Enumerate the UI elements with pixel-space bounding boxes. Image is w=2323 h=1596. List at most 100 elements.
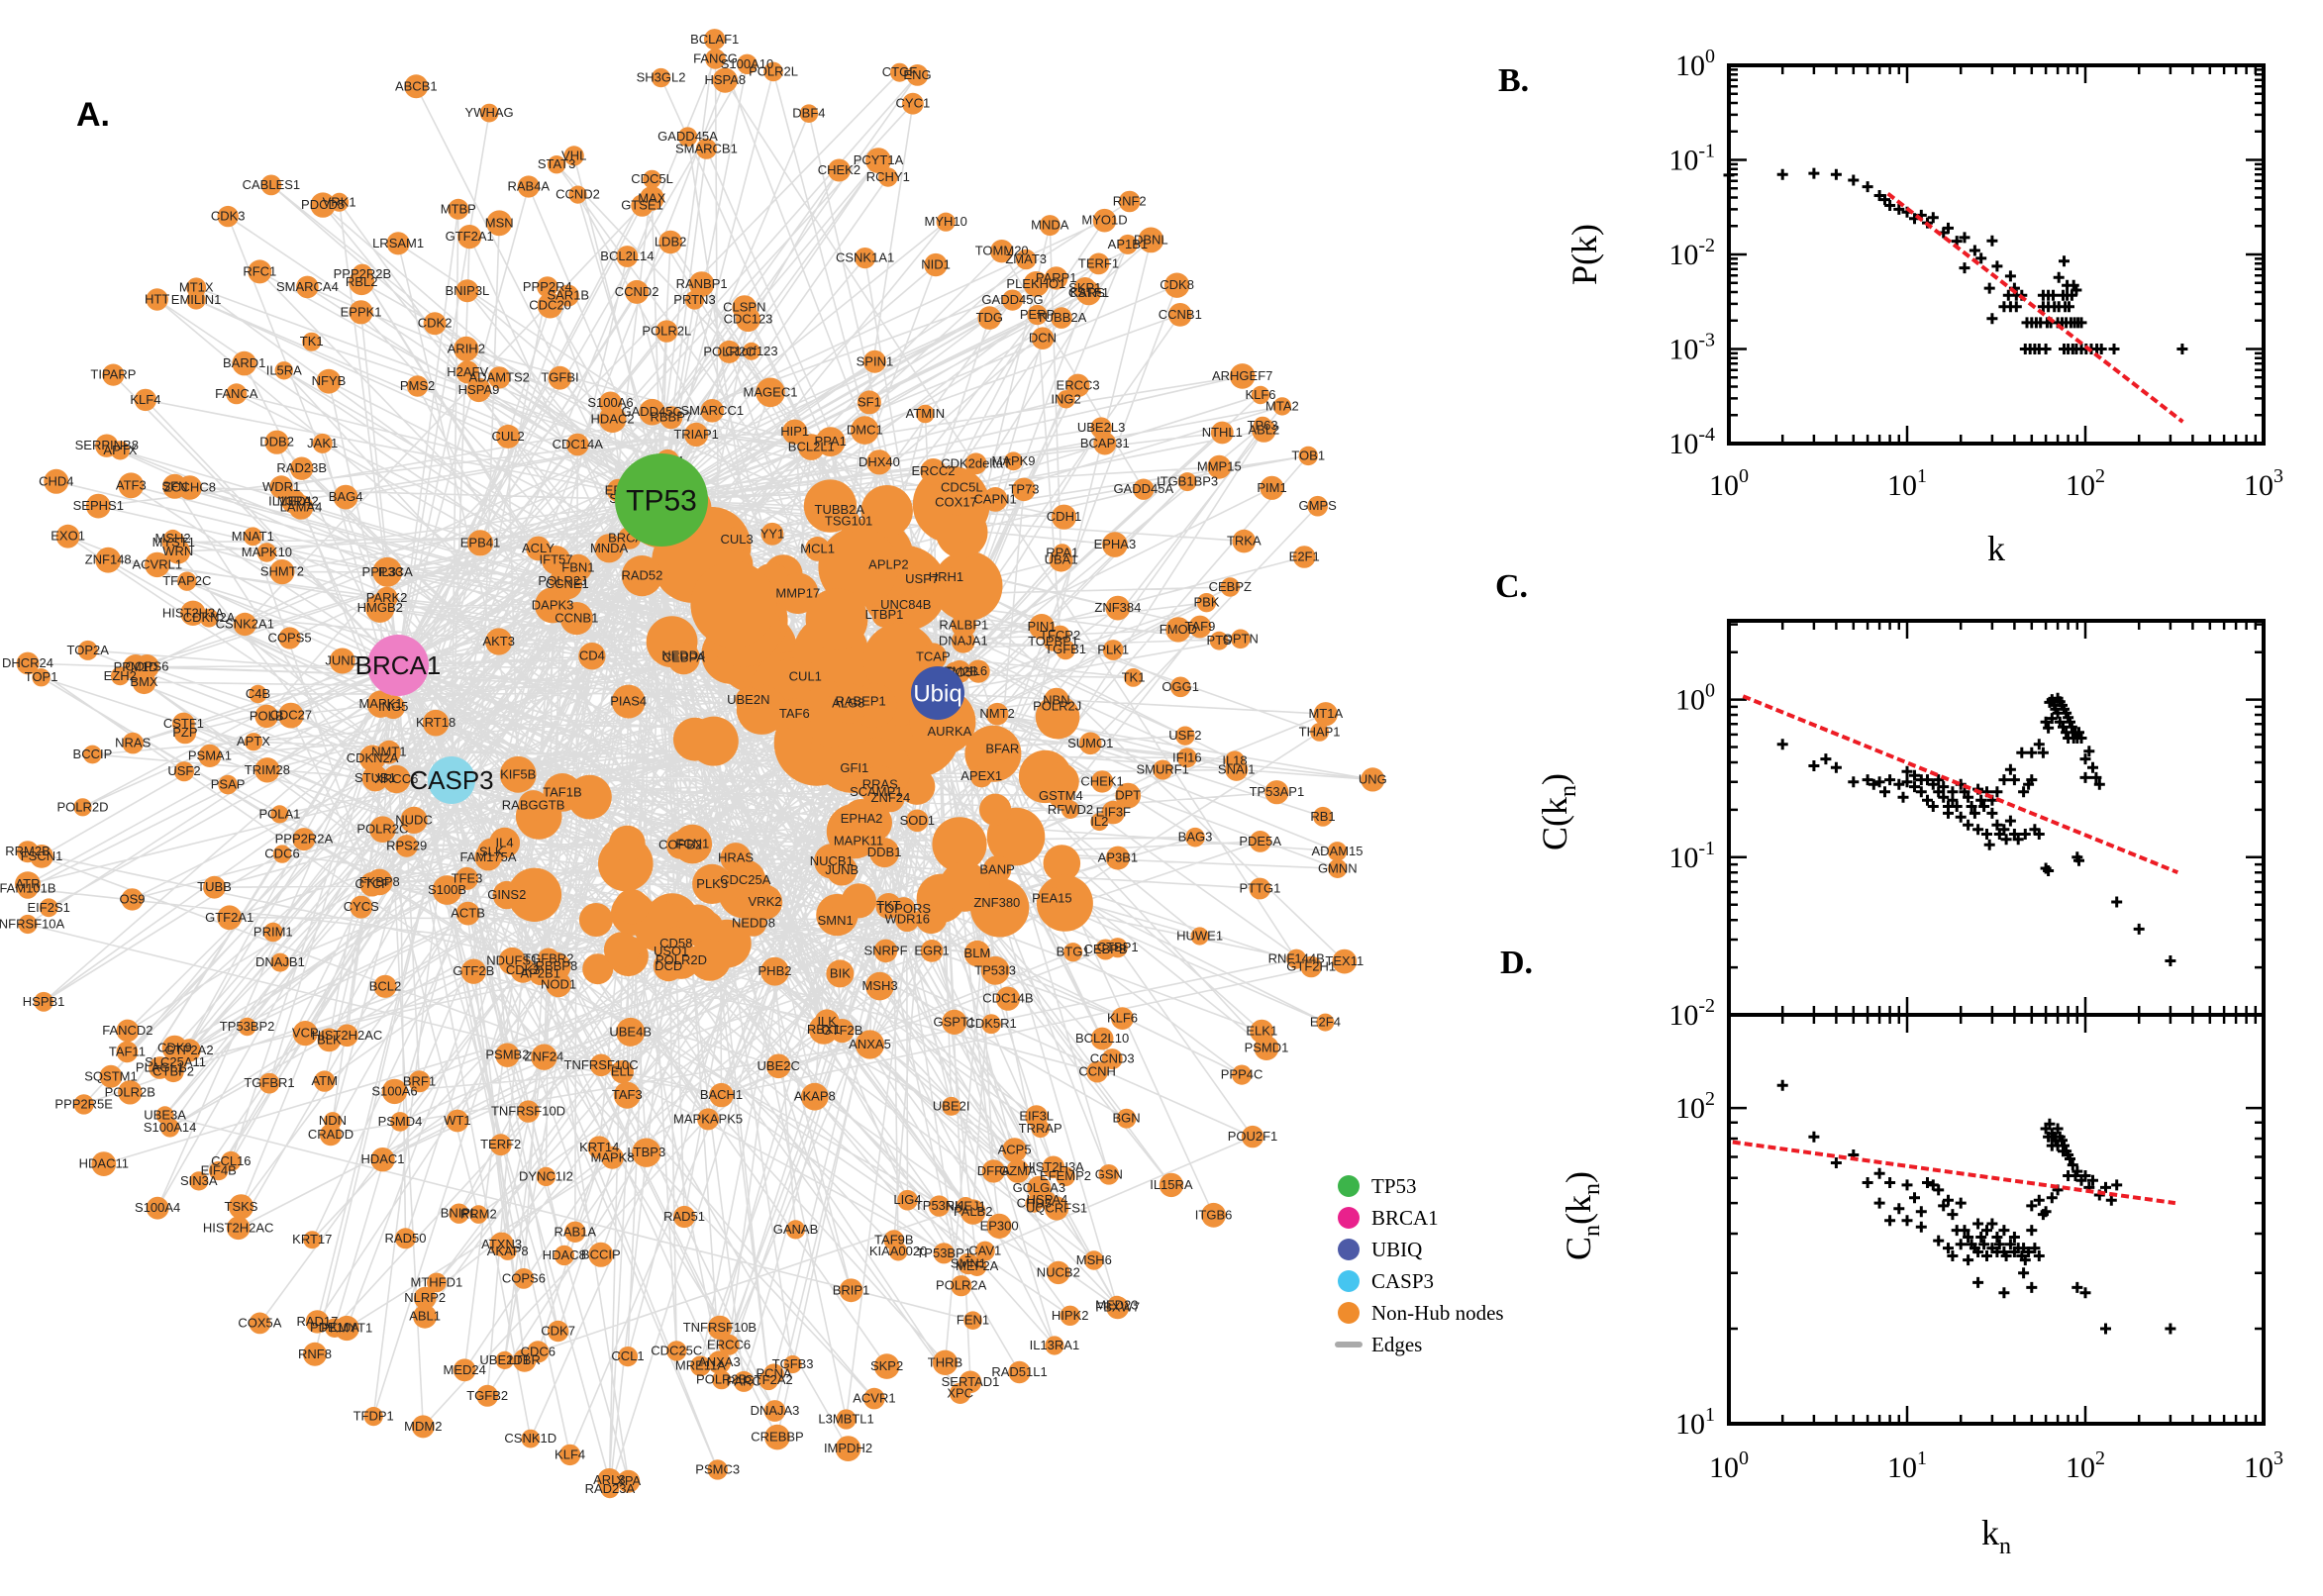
network-node-label: CDK9: [157, 1041, 192, 1055]
network-node-label: PLK3: [696, 876, 728, 891]
network-node: [454, 336, 479, 361]
network-node-label: TCAP: [916, 648, 951, 663]
hub-node-casp3: [428, 756, 475, 804]
network-node-label: RABGGTB: [502, 797, 565, 812]
network-node: [264, 430, 289, 454]
network-node-label: MDM2: [404, 1419, 442, 1434]
network-node-label: CDC6: [521, 1344, 556, 1358]
network-node-label: TP53BP2: [220, 1019, 275, 1034]
network-node-label: ATXN3: [481, 1237, 522, 1251]
network-node-label: NFYB: [312, 373, 347, 388]
network-node: [677, 127, 698, 147]
plot-panel-b: 100 10-1 10-2 10-3 10-4 100 101 102 103 k P(k): [1565, 46, 2283, 568]
network-node: [249, 1312, 271, 1335]
network-node-label: SQSTM1: [84, 1068, 137, 1083]
network-node: [537, 948, 559, 970]
network-node: [764, 1424, 790, 1450]
network-node-label: UBE2L3: [1077, 420, 1125, 435]
network-node-label: MAPK1: [358, 696, 402, 711]
network-node: [656, 320, 678, 343]
network-node-label: POLR2J: [538, 573, 586, 588]
network-node-label: NUCB1: [810, 853, 854, 868]
network-node: [897, 1189, 918, 1211]
network-node-label: RAD51: [663, 1209, 705, 1224]
network-node-label: RNF8: [298, 1347, 332, 1361]
network-node: [495, 1043, 520, 1067]
network-node: [617, 1347, 639, 1367]
network-node-label: ADAMTS2: [468, 369, 529, 384]
network-node-label: MTBP: [441, 201, 476, 216]
network-node: [492, 880, 521, 910]
panel-label-b: B.: [1498, 62, 1529, 99]
network-node-label: RANBP1: [676, 276, 728, 291]
network-node-label: HSPB1: [23, 994, 65, 1009]
network-node: [536, 1166, 556, 1187]
network-node: [826, 959, 855, 988]
network-node-label: CCL1: [611, 1348, 644, 1363]
network-node-label: CRADD: [308, 1127, 354, 1142]
network-node: [510, 957, 536, 983]
network-node-label: TKT: [876, 898, 901, 913]
network-node-label: CDC25A: [720, 872, 771, 887]
network-node-label: CDC27: [269, 708, 312, 723]
network-node: [361, 764, 389, 792]
network-node-label: PARC: [727, 1373, 761, 1388]
network-node-label: IL33: [378, 564, 403, 579]
network-node-label: MYST1: [152, 535, 195, 549]
network-node: [851, 416, 879, 445]
network-node: [1210, 421, 1234, 445]
network-node: [1105, 846, 1130, 870]
network-node: [1031, 327, 1055, 350]
x-tick-label: 101: [1887, 465, 1927, 502]
network-node: [1310, 723, 1329, 742]
network-node-label: PZP: [172, 725, 197, 740]
network-node-label: PIAS4: [610, 694, 647, 709]
network-core-node: [582, 953, 614, 985]
network-node-label: BCL2: [369, 978, 402, 993]
network-node-label: MED24: [444, 1362, 486, 1377]
network-node-label: DHX40: [858, 454, 900, 469]
network-node: [1169, 676, 1191, 698]
network-node-label: BCLAF1: [690, 32, 739, 47]
network-node-label: UBE4B: [609, 1024, 652, 1039]
network-node-label: BCAP31: [1080, 436, 1130, 450]
network-node: [404, 74, 429, 99]
network-node: [256, 543, 277, 562]
network-node: [814, 1009, 840, 1035]
network-node-label: GMPS: [1299, 498, 1338, 513]
network-node: [160, 1118, 180, 1138]
network-node: [692, 863, 733, 905]
panel-label-d: D.: [1500, 945, 1533, 981]
network-node: [860, 765, 900, 804]
network-node-label: CSTF1: [163, 716, 204, 731]
network-node-label: JAK1: [307, 436, 338, 450]
axis-ticks: [1727, 63, 2266, 446]
network-node-label: TNFRSF10C: [564, 1057, 639, 1072]
network-node: [386, 232, 410, 255]
network-node-label: WDR16: [884, 912, 930, 927]
network-node: [805, 537, 830, 561]
network-node-label: NDUFS1: [486, 953, 538, 968]
network-node-label: CCND2: [556, 187, 600, 202]
network-node-label: SUMO1: [1067, 736, 1113, 750]
network-node: [707, 1315, 733, 1341]
network-node-label: MYH10: [925, 214, 967, 229]
network-core-node: [656, 547, 706, 597]
network-node: [588, 1242, 614, 1267]
network-node-label: RRM2B: [5, 844, 50, 858]
network-node-label: CEBPZ: [1209, 579, 1252, 594]
network-node-label: DBF4: [792, 106, 825, 121]
network-node-label: POLR2L: [642, 324, 691, 339]
network-node-label: RAB4A: [507, 179, 550, 194]
network-node: [449, 1203, 469, 1224]
network-node: [1254, 1036, 1279, 1060]
plot-frame: [1727, 1013, 2266, 1426]
y-axis-title: P(k): [1565, 224, 1604, 285]
network-node-label: S100A6: [587, 395, 633, 410]
network-node: [448, 198, 469, 220]
network-node: [521, 1429, 541, 1448]
network-node-label: KRT18: [416, 715, 455, 730]
network-core-node: [805, 588, 868, 650]
network-node-label: SNAI1: [1218, 761, 1256, 776]
network-node: [466, 377, 491, 403]
